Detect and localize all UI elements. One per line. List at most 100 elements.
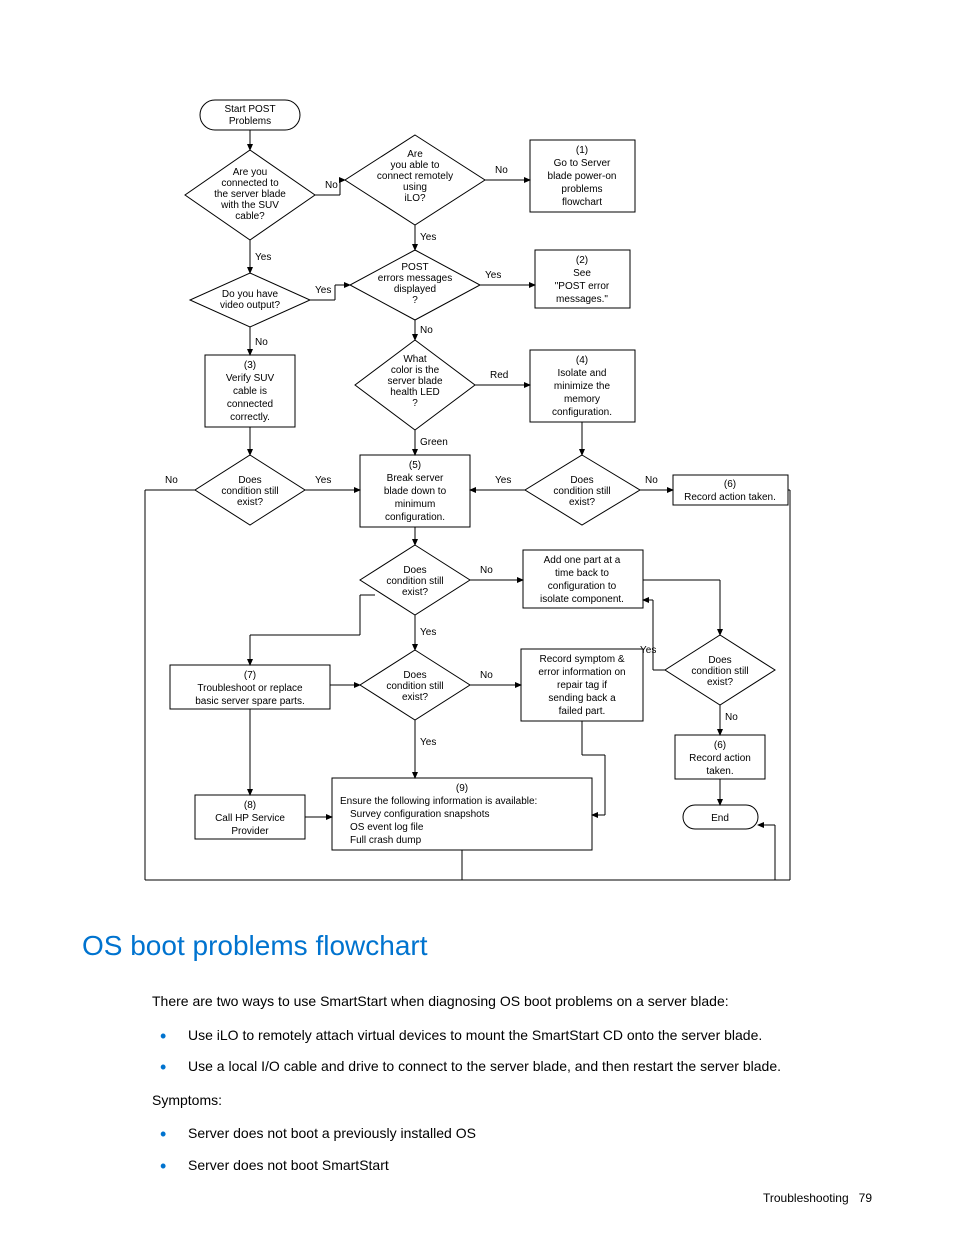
svg-text:(6): (6) (724, 479, 736, 490)
list-item: Server does not boot a previously instal… (152, 1124, 882, 1144)
svg-text:Yes: Yes (640, 645, 656, 656)
svg-text:error information on: error information on (538, 667, 625, 678)
svg-text:configuration to: configuration to (548, 581, 617, 592)
svg-text:condition still: condition still (221, 486, 278, 497)
svg-text:basic server spare parts.: basic server spare parts. (195, 696, 305, 707)
node-post-decision: POST errors messages displayed ? (350, 250, 480, 320)
node-cond5-decision: Does condition still exist? (665, 635, 775, 705)
post-problems-flowchart: Start POST Problems Are you connected to… (135, 95, 795, 915)
svg-text:?: ? (412, 398, 418, 409)
svg-text:connected: connected (227, 399, 273, 410)
node-rec6a-process: (6) Record action taken. (673, 475, 788, 505)
node-info-process: (9) Ensure the following information is … (332, 778, 592, 850)
svg-text:time back to: time back to (555, 568, 609, 579)
node-led-decision: What color is the server blade health LE… (355, 340, 475, 430)
svg-text:Yes: Yes (255, 252, 271, 263)
svg-text:(9): (9) (456, 783, 468, 794)
svg-text:failed part.: failed part. (559, 706, 606, 717)
svg-text:exist?: exist? (402, 692, 429, 703)
page-footer: Troubleshooting 79 (763, 1191, 872, 1205)
svg-text:(3): (3) (244, 360, 256, 371)
svg-text:server blade: server blade (387, 376, 442, 387)
svg-text:No: No (325, 180, 338, 191)
node-break-process: (5) Break server blade down to minimum c… (360, 455, 470, 527)
svg-text:Yes: Yes (315, 475, 331, 486)
svg-text:sending back a: sending back a (548, 693, 616, 704)
svg-text:Isolate and: Isolate and (558, 368, 607, 379)
svg-text:(2): (2) (576, 255, 588, 266)
svg-text:Green: Green (420, 437, 448, 448)
svg-text:(7): (7) (244, 670, 256, 681)
svg-text:displayed: displayed (394, 284, 436, 295)
svg-text:No: No (165, 475, 178, 486)
svg-text:minimum: minimum (395, 499, 436, 510)
svg-text:video output?: video output? (220, 300, 280, 311)
svg-text:Red: Red (490, 370, 508, 381)
svg-text:Yes: Yes (420, 737, 436, 748)
svg-text:(1): (1) (576, 145, 588, 156)
svg-text:blade power-on: blade power-on (548, 171, 617, 182)
svg-text:errors messages: errors messages (378, 273, 452, 284)
svg-text:Record action taken.: Record action taken. (684, 492, 776, 503)
list-item: Server does not boot SmartStart (152, 1156, 882, 1176)
svg-text:with the SUV: with the SUV (220, 200, 279, 211)
svg-text:Ensure the following informati: Ensure the following information is avai… (340, 796, 537, 807)
svg-text:Does: Does (403, 670, 426, 681)
svg-text:repair tag if: repair tag if (557, 680, 607, 691)
svg-text:Survey configuration snapshots: Survey configuration snapshots (350, 809, 490, 820)
svg-text:Go to Server: Go to Server (554, 158, 611, 169)
svg-text:flowchart: flowchart (562, 197, 602, 208)
svg-text:What: What (403, 354, 427, 365)
svg-text:condition still: condition still (386, 576, 443, 587)
bullet-list-2: Server does not boot a previously instal… (152, 1124, 882, 1175)
svg-text:Call HP Service: Call HP Service (215, 813, 285, 824)
svg-text:exist?: exist? (707, 677, 734, 688)
svg-text:Does: Does (403, 565, 426, 576)
svg-text:Yes: Yes (485, 270, 501, 281)
svg-text:Does: Does (708, 655, 731, 666)
node-end: End (683, 805, 758, 829)
node-cond4-decision: Does condition still exist? (360, 650, 470, 720)
intro-paragraph: There are two ways to use SmartStart whe… (152, 992, 882, 1012)
list-item: Use a local I/O cable and drive to conne… (152, 1057, 882, 1077)
node-mem-process: (4) Isolate and minimize the memory conf… (530, 350, 635, 422)
svg-text:correctly.: correctly. (230, 412, 270, 423)
node-rec6b-process: (6) Record action taken. (675, 735, 765, 779)
svg-text:messages.": messages." (556, 294, 608, 305)
node-cond1-decision: Does condition still exist? (195, 455, 305, 525)
svg-text:Yes: Yes (495, 475, 511, 486)
svg-text:exist?: exist? (569, 497, 596, 508)
svg-text:No: No (255, 337, 268, 348)
svg-text:OS event log file: OS event log file (350, 822, 424, 833)
bullet-list-1: Use iLO to remotely attach virtual devic… (152, 1026, 882, 1077)
svg-text:POST: POST (401, 262, 428, 273)
node-ilo-decision: Are you able to connect remotely using i… (345, 135, 485, 225)
svg-text:using: using (403, 182, 427, 193)
svg-text:exist?: exist? (237, 497, 264, 508)
svg-text:No: No (480, 565, 493, 576)
svg-text:Does: Does (570, 475, 593, 486)
svg-text:cable?: cable? (235, 211, 265, 222)
svg-text:Do you have: Do you have (222, 289, 279, 300)
node-record-process: Record symptom & error information on re… (521, 649, 643, 721)
svg-text:Break server: Break server (387, 473, 444, 484)
svg-text:connect remotely: connect remotely (377, 171, 453, 182)
svg-text:configuration.: configuration. (385, 512, 445, 523)
svg-text:the server blade: the server blade (214, 189, 286, 200)
svg-text:No: No (420, 325, 433, 336)
svg-text:condition still: condition still (553, 486, 610, 497)
svg-text:minimize the: minimize the (554, 381, 611, 392)
svg-text:No: No (645, 475, 658, 486)
svg-text:problems: problems (561, 184, 602, 195)
node-start-line1: Problems (229, 116, 271, 127)
svg-text:?: ? (412, 295, 418, 306)
svg-text:you able to: you able to (391, 160, 440, 171)
list-item: Use iLO to remotely attach virtual devic… (152, 1026, 882, 1046)
svg-text:No: No (725, 712, 738, 723)
svg-text:Does: Does (238, 475, 261, 486)
footer-page: 79 (859, 1191, 872, 1205)
svg-text:Troubleshoot or replace: Troubleshoot or replace (197, 683, 303, 694)
svg-text:"POST error: "POST error (555, 281, 610, 292)
section-content: OS boot problems flowchart There are two… (82, 930, 882, 1190)
svg-text:Verify SUV: Verify SUV (226, 373, 275, 384)
